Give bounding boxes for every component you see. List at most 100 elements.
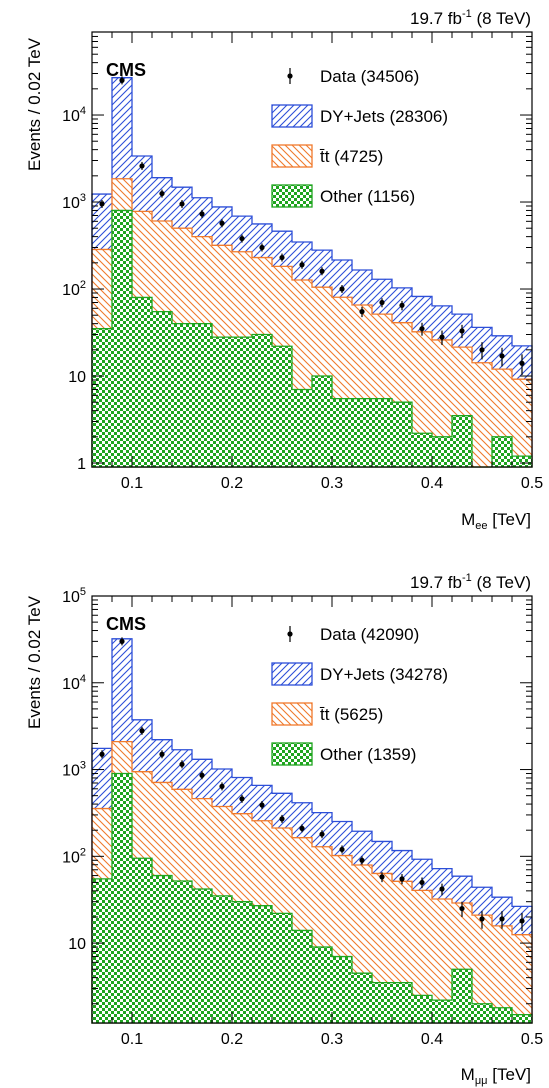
experiment-label: CMS [106, 60, 146, 80]
data-point [399, 876, 405, 882]
y-tick-label: 104 [62, 105, 86, 125]
data-point [119, 77, 125, 83]
data-points [99, 76, 525, 376]
data-point [279, 816, 285, 822]
y-tick-label: 102 [62, 846, 86, 866]
y-tick-label: 1 [77, 456, 86, 473]
x-tick-label: 0.5 [521, 1031, 543, 1048]
data-point [199, 772, 205, 778]
x-tick-label: 0.1 [121, 1031, 143, 1048]
legend-label-ttbar: t̄t (4725) [319, 147, 383, 166]
data-point [339, 846, 345, 853]
x-axis-label: Mμμ [TeV] [461, 1065, 531, 1087]
data-point [439, 886, 445, 892]
legend-label-other: Other (1359) [320, 745, 416, 764]
data-point [179, 201, 185, 207]
legend-data-marker [287, 73, 293, 79]
y-axis-label: Events / 0.02 TeV [25, 595, 44, 729]
data-point [99, 201, 105, 207]
data-point [519, 918, 525, 924]
data-point [299, 262, 305, 268]
legend-swatch-dy [271, 104, 313, 128]
data-point [299, 825, 305, 831]
data-point [239, 796, 245, 802]
legend-swatch-ttbar [271, 144, 313, 168]
y-axis-label: Events / 0.02 TeV [25, 37, 44, 171]
legend-swatch-other [271, 742, 313, 766]
data-point [139, 163, 145, 169]
data-point [139, 728, 145, 734]
legend-label-data: Data (34506) [320, 67, 419, 86]
data-point [359, 309, 365, 315]
axes-frame: 0.1 0.2 0.3 0.4 0.5 1 10 102 103 104 [62, 31, 543, 492]
data-point [339, 286, 345, 292]
legend-label-ttbar: t̄t (5625) [319, 705, 383, 724]
data-point [279, 254, 285, 261]
y-tick-label: 10 [68, 369, 86, 386]
data-point [459, 328, 465, 334]
data-point [159, 751, 165, 757]
data-point [399, 302, 405, 308]
data-point [379, 874, 385, 880]
data-point [159, 190, 165, 197]
x-tick-label: 0.2 [221, 475, 243, 492]
data-point [99, 751, 105, 757]
data-point [359, 857, 365, 863]
x-tick-label: 0.4 [421, 475, 443, 492]
data-point [419, 326, 425, 332]
x-tick-label: 0.3 [321, 1031, 343, 1048]
data-point [219, 220, 225, 226]
x-tick-label: 0.5 [521, 475, 543, 492]
stacked-histogram [91, 77, 533, 468]
data-point [219, 783, 225, 789]
data-point [319, 831, 325, 837]
data-point [259, 802, 265, 808]
data-point [379, 299, 385, 306]
chart-panel-ee: 0.1 0.2 0.3 0.4 0.5 1 10 102 103 104 19.7 fb-1 (8… [25, 8, 543, 532]
legend-swatch-ttbar [271, 702, 313, 726]
legend-swatch-other [271, 184, 313, 208]
data-point [239, 235, 245, 242]
legend: Data (42090) DY+Jets (34278) t̄t (5625) Oth… [271, 625, 448, 766]
y-tick-label: 102 [62, 279, 86, 299]
legend-label-other: Other (1156) [320, 187, 415, 206]
legend-swatch-dy [271, 662, 313, 686]
data-point [119, 638, 125, 644]
x-tick-label: 0.1 [121, 475, 143, 492]
lumi-label: 19.7 fb-1 (8 TeV) [410, 8, 531, 28]
x-axis-label: Mee [TeV] [461, 510, 531, 532]
data-point [499, 916, 505, 922]
x-tick-label: 0.4 [421, 1031, 443, 1048]
data-point [459, 905, 465, 912]
other-histogram [91, 772, 533, 1024]
legend: Data (34506) DY+Jets (28306) t̄t (4725) Oth… [271, 67, 448, 208]
data-point [419, 879, 425, 886]
data-point [499, 353, 505, 359]
data-point [519, 360, 525, 366]
y-tick-label: 103 [62, 192, 86, 212]
data-point [259, 244, 265, 251]
data-points [99, 637, 525, 932]
x-tick-label: 0.3 [321, 475, 343, 492]
experiment-label: CMS [106, 614, 146, 634]
x-tick-label: 0.2 [221, 1031, 243, 1048]
axes-frame: 0.1 0.2 0.3 0.4 0.5 10 102 103 104 105 [62, 586, 543, 1048]
data-point [479, 347, 485, 353]
data-point [179, 761, 185, 767]
y-tick-label: 10 [68, 936, 86, 953]
lumi-label: 19.7 fb-1 (8 TeV) [410, 572, 531, 592]
data-point [479, 916, 485, 922]
y-tick-label: 105 [62, 586, 86, 606]
legend-data-marker [287, 631, 293, 637]
data-point [439, 334, 445, 340]
data-point [319, 268, 325, 274]
y-tick-label: 104 [62, 673, 86, 693]
y-tick-label: 103 [62, 760, 86, 780]
legend-label-dy: DY+Jets (34278) [320, 665, 448, 684]
data-point [199, 211, 205, 217]
legend-label-data: Data (42090) [320, 625, 419, 644]
chart-panel-mumu: 0.1 0.2 0.3 0.4 0.5 10 102 103 104 105 19.7 fb-1 … [25, 572, 543, 1087]
legend-label-dy: DY+Jets (28306) [320, 107, 448, 126]
stacked-histogram [91, 638, 533, 1024]
